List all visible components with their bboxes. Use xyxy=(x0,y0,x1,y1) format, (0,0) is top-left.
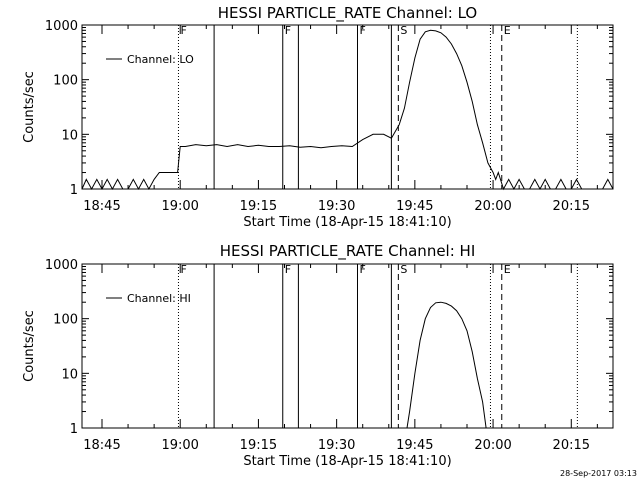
marker-flag-f: F xyxy=(180,24,186,37)
marker-flag-s: S xyxy=(400,263,407,276)
series-line-channel-lo xyxy=(81,29,614,191)
chart-title: HESSI PARTICLE_RATE Channel: LO xyxy=(218,4,477,23)
x-tick-label-20-00: 20:00 xyxy=(474,438,511,453)
footer-timestamp: 28-Sep-2017 03:13 xyxy=(560,469,637,478)
x-tick-label-19-45: 19:45 xyxy=(396,438,433,453)
y-axis-label: Counts/sec xyxy=(22,310,37,382)
x-axis-label: Start Time (18-Apr-15 18:41:10) xyxy=(243,215,451,230)
x-tick-label-19-45: 19:45 xyxy=(396,199,433,214)
y-tick-label-1000: 1000 xyxy=(45,19,78,34)
x-tick-label-20-15: 20:15 xyxy=(553,438,590,453)
x-tick-label-19-15: 19:15 xyxy=(240,438,277,453)
x-tick-label-19-30: 19:30 xyxy=(318,438,355,453)
x-tick-label-19-30: 19:30 xyxy=(318,199,355,214)
x-tick-label-18-45: 18:45 xyxy=(83,438,120,453)
chart-panel-hi: HESSI PARTICLE_RATE Channel: HI 1 10 100 100… xyxy=(22,242,614,469)
y-axis-label: Counts/sec xyxy=(22,71,37,143)
series-line-channel-hi xyxy=(406,301,487,429)
x-tick-label-20-00: 20:00 xyxy=(474,199,511,214)
x-tick-label-18-45: 18:45 xyxy=(83,199,120,214)
legend-label: Channel: LO xyxy=(127,53,194,66)
plot-frame xyxy=(81,24,614,190)
x-axis-label: Start Time (18-Apr-15 18:41:10) xyxy=(243,454,451,469)
marker-flag-e: E xyxy=(504,24,511,37)
x-tick-label-19-15: 19:15 xyxy=(240,199,277,214)
y-tick-label-1: 1 xyxy=(70,183,78,198)
chart-panel-lo: HESSI PARTICLE_RATE Channel: LO 1 10 100 100… xyxy=(22,4,614,230)
y-tick-label-10: 10 xyxy=(61,128,78,143)
marker-flag-s: S xyxy=(400,24,407,37)
chart-title: HESSI PARTICLE_RATE Channel: HI xyxy=(220,242,476,261)
y-tick-label-10: 10 xyxy=(61,367,78,382)
x-tick-label-19-00: 19:00 xyxy=(161,199,198,214)
marker-flag-f: F xyxy=(285,263,291,276)
plot-frame xyxy=(81,263,614,429)
y-tick-label-100: 100 xyxy=(53,74,78,89)
marker-flag-e: E xyxy=(504,263,511,276)
x-tick-label-19-00: 19:00 xyxy=(161,438,198,453)
legend-label: Channel: HI xyxy=(127,292,191,305)
marker-flag-f: F xyxy=(359,263,365,276)
marker-flag-f: F xyxy=(285,24,291,37)
y-tick-label-1000: 1000 xyxy=(45,258,78,273)
x-tick-label-20-15: 20:15 xyxy=(553,199,590,214)
y-tick-label-1: 1 xyxy=(70,422,78,437)
y-tick-label-100: 100 xyxy=(53,313,78,328)
marker-flag-f: F xyxy=(359,24,365,37)
marker-flag-f: F xyxy=(180,263,186,276)
